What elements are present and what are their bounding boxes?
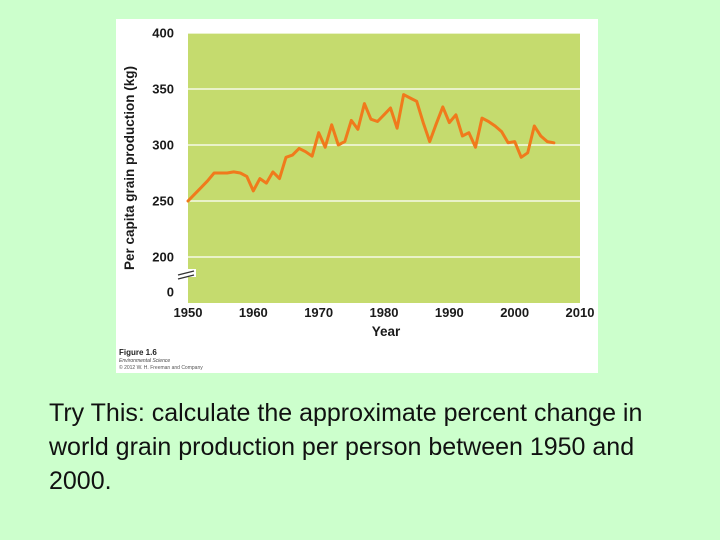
figure-caption-book: Environmental Science (119, 358, 170, 364)
y-tick-label-200: 200 (152, 250, 174, 265)
x-tick-labels: 1950 1960 1970 1980 1990 2000 2010 (174, 305, 595, 320)
y-tick-label-350: 350 (152, 82, 174, 97)
y-tick-label-250: 250 (152, 194, 174, 209)
x-tick-label-1990: 1990 (435, 305, 464, 320)
x-tick-label-1960: 1960 (239, 305, 268, 320)
y-axis-title: Per capita grain production (kg) (122, 66, 137, 270)
y-tick-label-0: 0 (167, 285, 174, 300)
x-tick-label-2000: 2000 (500, 305, 529, 320)
x-tick-label-1970: 1970 (304, 305, 333, 320)
y-tick-labels: 400 350 300 250 200 0 (152, 26, 174, 300)
plot-background (188, 33, 580, 303)
x-axis-title: Year (372, 324, 401, 339)
grid-lines (188, 32, 580, 258)
figure-caption-copyright: © 2012 W. H. Freeman and Company (119, 364, 203, 371)
x-tick-label-1950: 1950 (174, 305, 203, 320)
x-tick-label-2010: 2010 (566, 305, 595, 320)
axis-break-marker (176, 269, 196, 280)
question-prompt: Try This: calculate the approximate perc… (49, 399, 643, 495)
y-tick-label-400: 400 (152, 26, 174, 41)
series-line-grain-production (186, 93, 556, 203)
figure-card: 400 350 300 250 200 0 1950 1960 1970 1980 1990 200… (116, 19, 598, 373)
figure-caption-label: Figure 1.6 (119, 348, 157, 357)
y-tick-label-300: 300 (152, 138, 174, 153)
x-tick-label-1980: 1980 (370, 305, 399, 320)
